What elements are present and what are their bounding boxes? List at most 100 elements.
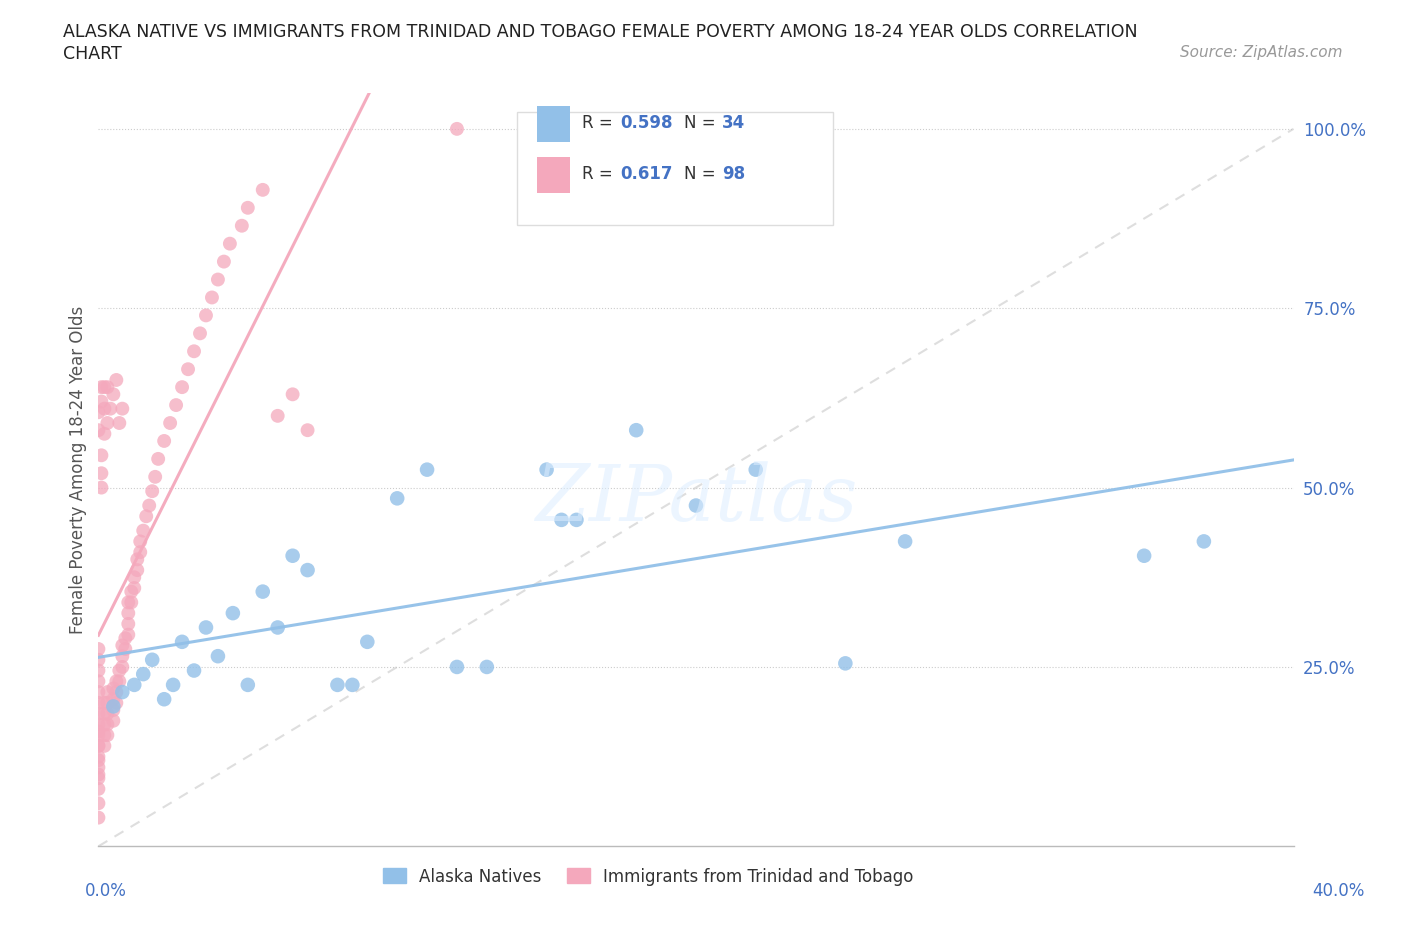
Point [172, 379, 194, 394]
Point [231, 219, 253, 233]
Point [162, 677, 184, 692]
Point [96, 727, 118, 742]
Point [236, 677, 259, 692]
Point [105, 684, 128, 699]
Point [132, 667, 155, 682]
Point [1133, 549, 1156, 564]
FancyBboxPatch shape [517, 112, 834, 225]
Point [141, 652, 163, 667]
Point [87, 727, 110, 742]
Point [281, 387, 304, 402]
Point [98, 401, 122, 416]
Point [165, 398, 187, 413]
Point [96, 696, 118, 711]
Point [626, 423, 648, 438]
Text: 0.617: 0.617 [620, 166, 673, 183]
FancyBboxPatch shape [537, 106, 571, 142]
Point [87, 760, 110, 775]
Y-axis label: Female Poverty Among 18-24 Year Olds: Female Poverty Among 18-24 Year Olds [69, 306, 87, 633]
Point [105, 373, 128, 388]
Point [108, 663, 131, 678]
Point [90, 394, 112, 409]
Point [475, 659, 498, 674]
Point [90, 379, 112, 394]
Point [93, 426, 115, 441]
Point [111, 638, 134, 653]
Point [87, 738, 110, 753]
Point [87, 423, 110, 438]
Point [124, 570, 146, 585]
Point [129, 534, 152, 549]
Point [120, 595, 142, 610]
Point [93, 727, 115, 742]
Point [111, 659, 134, 674]
Text: 0.598: 0.598 [620, 114, 673, 132]
Point [446, 659, 468, 674]
Point [356, 634, 378, 649]
Point [536, 462, 558, 477]
Point [93, 379, 115, 394]
Point [124, 580, 146, 595]
Point [207, 272, 229, 287]
Point [188, 326, 211, 340]
Text: R =: R = [582, 166, 619, 183]
Point [127, 563, 149, 578]
Point [342, 677, 364, 692]
Point [87, 706, 110, 721]
Point [183, 344, 205, 359]
Point [141, 484, 163, 498]
Point [93, 717, 115, 732]
Point [87, 738, 110, 753]
Point [297, 423, 319, 438]
Text: 0.0%: 0.0% [84, 882, 127, 900]
Point [195, 308, 218, 323]
Point [96, 706, 118, 721]
Point [108, 674, 131, 689]
Point [105, 674, 128, 689]
Point [117, 595, 139, 610]
Point [195, 620, 218, 635]
Point [87, 684, 110, 699]
Point [87, 796, 110, 811]
Text: N =: N = [685, 114, 721, 132]
Point [177, 362, 200, 377]
Point [326, 677, 349, 692]
Point [129, 545, 152, 560]
Point [132, 524, 155, 538]
Point [87, 752, 110, 767]
Point [172, 634, 194, 649]
Point [267, 620, 290, 635]
Point [87, 642, 110, 657]
Point [117, 617, 139, 631]
Point [685, 498, 707, 513]
Point [87, 663, 110, 678]
Point [1192, 534, 1215, 549]
Point [111, 401, 134, 416]
Point [87, 652, 110, 667]
Point [87, 674, 110, 689]
Point [87, 724, 110, 739]
Point [90, 466, 112, 481]
Point [111, 684, 134, 699]
Point [219, 236, 242, 251]
Point [127, 551, 149, 566]
Point [281, 549, 304, 564]
Text: Source: ZipAtlas.com: Source: ZipAtlas.com [1180, 45, 1343, 60]
Point [87, 771, 110, 786]
Point [550, 512, 572, 527]
Point [834, 656, 856, 671]
Point [103, 702, 125, 717]
Point [117, 605, 139, 620]
Point [103, 713, 125, 728]
Point [96, 717, 118, 732]
Point [153, 692, 176, 707]
Point [103, 681, 125, 696]
Point [87, 767, 110, 782]
Point [114, 631, 136, 645]
Point [138, 498, 160, 513]
Point [745, 462, 768, 477]
Point [297, 563, 319, 578]
Point [108, 416, 131, 431]
Point [93, 706, 115, 721]
Point [201, 290, 224, 305]
